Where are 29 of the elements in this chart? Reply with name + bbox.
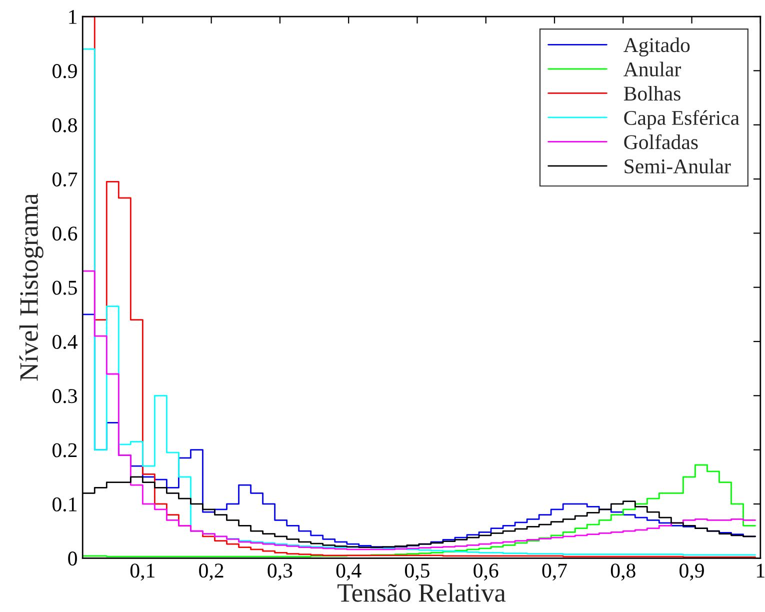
y-tick-label: 0.2	[52, 443, 77, 458]
x-tick-label: 0,9	[680, 564, 704, 581]
y-tick-label: 0.8	[52, 118, 77, 132]
x-tick-label: 0,8	[610, 564, 636, 581]
y-axis-title: Nível Histograma	[19, 194, 44, 381]
x-tick-label: 0,4	[336, 564, 362, 581]
legend-label: Agitado	[624, 37, 690, 56]
x-tick-label: 0,5	[405, 564, 430, 581]
legend-label: Anular	[624, 62, 681, 76]
legend-label: Capa Esférica	[624, 110, 740, 130]
y-tick-label: 0.7	[52, 172, 78, 187]
x-tick-label: 0,3	[268, 564, 292, 581]
x-tick-label: 0,2	[199, 564, 224, 581]
x-tick-label: 0,7	[542, 564, 567, 581]
y-tick-label: 0.3	[52, 389, 77, 404]
y-tick-label: 0.6	[52, 226, 78, 241]
legend-label: Bolhas	[624, 86, 680, 101]
y-tick-label: 1	[69, 10, 77, 24]
y-tick-label: 0.1	[52, 497, 77, 512]
y-tick-label: 0.9	[52, 64, 77, 78]
x-tick-label: 1	[757, 564, 764, 578]
x-tick-label: 0,6	[474, 564, 498, 581]
y-tick-label: 0.5	[52, 280, 77, 295]
y-tick-label: 0	[68, 552, 77, 566]
x-axis-title: Tensão Relativa	[338, 583, 506, 602]
legend-label: Semi-Anular	[624, 158, 731, 174]
x-tick-label: 0,1	[130, 564, 154, 581]
legend-label: Golfadas	[624, 134, 698, 150]
y-tick-label: 0.4	[52, 334, 78, 350]
